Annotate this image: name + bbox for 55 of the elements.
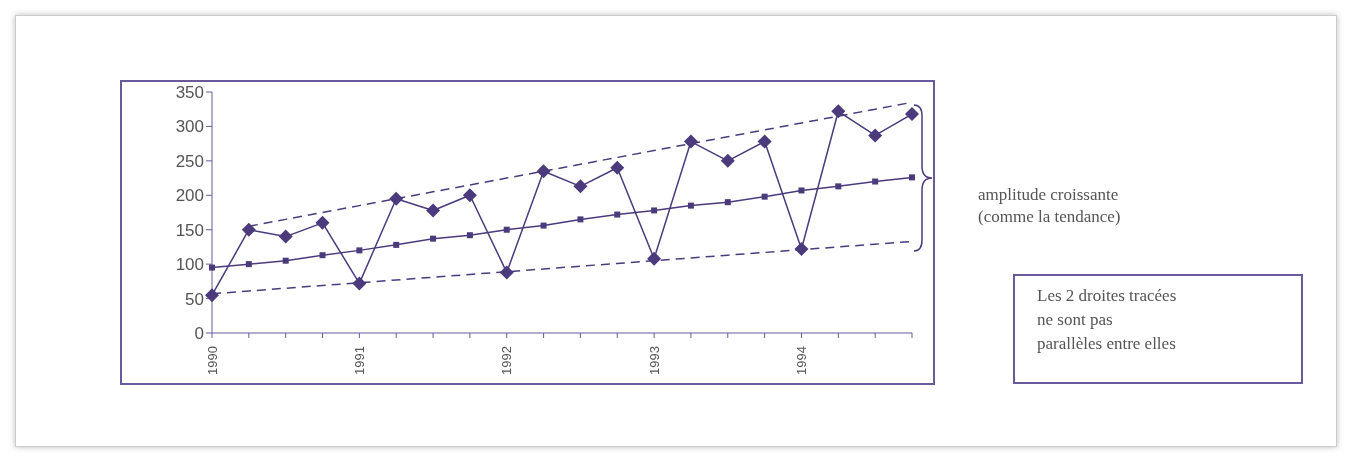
point	[687, 202, 694, 209]
x-tick-label: 1990	[204, 346, 220, 375]
x-tick-label: 1992	[499, 346, 515, 375]
point	[868, 128, 883, 143]
point	[724, 199, 731, 206]
x-tick-label: 1994	[793, 346, 809, 375]
point	[872, 178, 879, 185]
point	[540, 222, 547, 229]
point	[205, 288, 219, 303]
point	[245, 261, 252, 268]
point	[352, 276, 367, 291]
point	[209, 264, 215, 271]
point	[909, 174, 915, 181]
point	[389, 191, 404, 206]
point	[319, 252, 326, 259]
point	[282, 257, 289, 264]
y-tick-label: 0	[194, 324, 204, 344]
point	[647, 251, 662, 266]
y-tick-label: 50	[185, 289, 204, 309]
point	[757, 134, 772, 149]
point	[393, 241, 400, 248]
point	[761, 193, 768, 200]
point	[356, 247, 363, 254]
y-tick-label: 150	[175, 220, 204, 240]
point	[315, 215, 330, 230]
y-tick-label: 300	[175, 117, 204, 137]
point	[503, 226, 510, 233]
x-tick-label: 1991	[351, 346, 367, 375]
point	[835, 183, 842, 190]
point	[577, 216, 584, 223]
x-tick-label: 1993	[646, 346, 662, 375]
point	[831, 104, 846, 119]
point	[610, 160, 625, 175]
point	[499, 265, 514, 280]
point	[798, 187, 805, 194]
point	[241, 222, 256, 237]
point	[278, 229, 293, 244]
point	[683, 134, 698, 149]
point	[462, 188, 477, 203]
y-tick-label: 250	[175, 151, 204, 171]
text: amplitude croissante (comme la tendance)	[978, 184, 1121, 228]
point	[466, 232, 473, 239]
text: Les 2 droites tracées ne sont pas parallèles entre elles	[1013, 274, 1303, 384]
point	[573, 179, 588, 194]
point	[426, 203, 441, 218]
y-tick-label: 350	[175, 83, 204, 103]
y-tick-label: 200	[175, 186, 204, 206]
point	[794, 241, 809, 256]
y-tick-label: 100	[175, 255, 204, 275]
point	[430, 235, 437, 242]
point	[614, 211, 621, 218]
point	[651, 207, 658, 214]
point	[536, 164, 551, 179]
point	[905, 107, 919, 122]
point	[720, 153, 735, 168]
